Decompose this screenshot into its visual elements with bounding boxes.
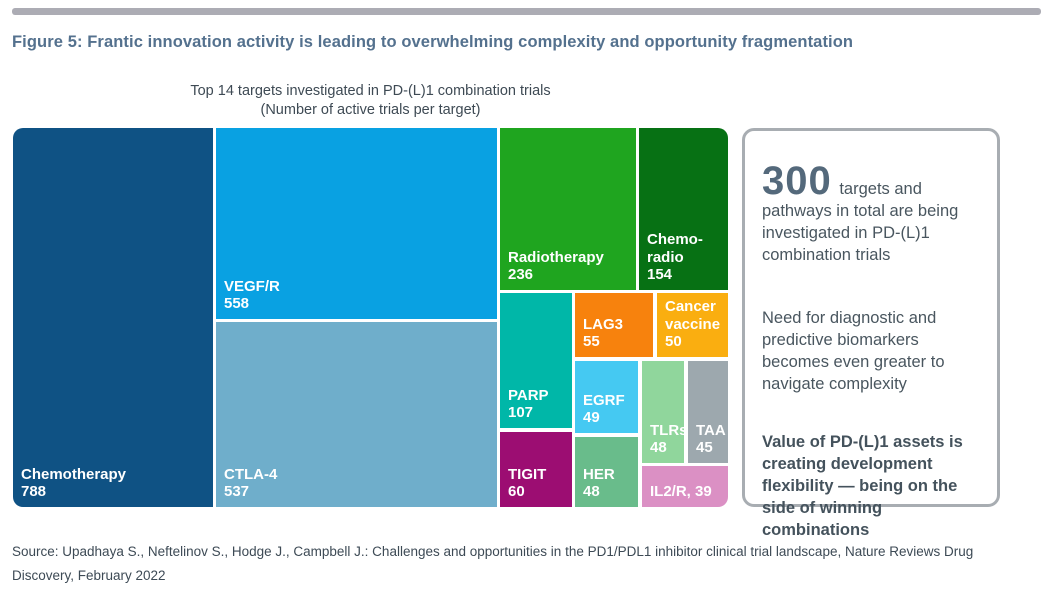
treemap-chart: Chemotherapy 788 VEGF/R 558 CTLA-4 537 Radioth… — [13, 128, 728, 507]
treemap-tile-ctla-4: CTLA-4 537 — [216, 322, 497, 507]
treemap-tile-parp: PARP 107 — [500, 293, 572, 428]
tile-label: Chemo-radio 154 — [647, 230, 703, 284]
tile-label: CTLA-4 537 — [224, 465, 278, 501]
top-divider-bar — [12, 8, 1041, 15]
tile-label: LAG3 55 — [583, 315, 624, 351]
stat-paragraph: 300 targets and pathways in total are be… — [762, 161, 980, 266]
treemap-tile-cancer-vaccine: Cancer vaccine 50 — [657, 293, 728, 357]
treemap-tile-vegf-r: VEGF/R 558 — [216, 128, 497, 319]
insight-value: Value of PD-(L)1 assets is creating deve… — [762, 433, 963, 539]
key-insights-panel: 300 targets and pathways in total are be… — [742, 128, 1000, 539]
treemap-tile-chemo-radio: Chemo-radio 154 — [639, 128, 728, 290]
chart-subtitle: (Number of active trials per target) — [260, 102, 481, 119]
treemap-tile-radiotherapy: Radiotherapy 236 — [500, 128, 636, 290]
treemap-tile-chemotherapy: Chemotherapy 788 — [13, 128, 213, 507]
treemap-tile-her: HER 48 — [575, 437, 638, 507]
tile-label: EGRF 49 — [583, 391, 625, 427]
stat-text: targets and pathways in total are being … — [762, 180, 959, 264]
figure-title: Figure 5: Frantic innovation activity is… — [12, 33, 854, 51]
tile-label: Radiotherapy 236 — [508, 248, 604, 284]
tile-label: HER 48 — [583, 465, 615, 501]
tile-label: VEGF/R 558 — [224, 277, 280, 313]
tile-label: Cancer vaccine 50 — [665, 297, 721, 351]
tile-label: PARP 107 — [508, 386, 549, 422]
chart-title-block: Top 14 targets investigated in PD-(L)1 c… — [13, 82, 728, 120]
tile-label: TAA 45 — [696, 421, 726, 457]
chart-title: Top 14 targets investigated in PD-(L)1 c… — [190, 83, 551, 99]
tile-label: TIGIT 60 — [508, 465, 547, 501]
tile-label: IL2/R, 39 — [650, 483, 712, 501]
treemap-tile-lag3: LAG3 55 — [575, 293, 653, 357]
treemap-tile-egrf: EGRF 49 — [575, 361, 638, 433]
tile-label: Chemotherapy 788 — [21, 465, 127, 501]
tile-label: TLRs 48 — [650, 421, 688, 457]
treemap-tile-tlrs: TLRs 48 — [642, 361, 688, 463]
source-note: Source: Upadhaya S., Neftelinov S., Hodg… — [12, 544, 974, 583]
stat-number: 300 — [762, 159, 832, 203]
treemap-tile-tigit: TIGIT 60 — [500, 432, 572, 507]
treemap-tile-taa: TAA 45 — [688, 361, 728, 463]
treemap-tile-il2-r: IL2/R, 39 — [642, 466, 728, 507]
insight-biomarkers: Need for diagnostic and predictive bioma… — [762, 309, 945, 393]
